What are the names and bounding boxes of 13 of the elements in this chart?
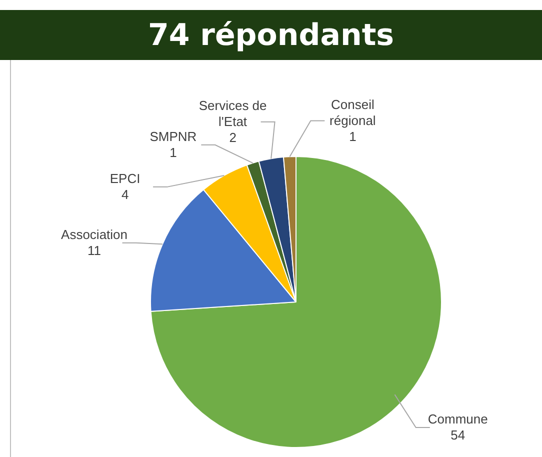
data-label: 1 [349,128,356,144]
slice-label: Association [61,226,128,242]
data-label: 2 [229,130,236,145]
slice-label: EPCI [110,170,140,186]
slice-label: SMPNR [150,128,197,144]
data-label: 4 [121,186,129,202]
data-label: 11 [88,242,102,258]
slice-label: Conseil régional [330,96,376,128]
slice-label: Services de l'Etat [198,98,267,129]
slice-label: Commune [428,412,488,426]
data-label: 1 [170,144,177,160]
data-label: 54 [450,428,466,442]
chart-title: 74 répondants [0,10,542,60]
